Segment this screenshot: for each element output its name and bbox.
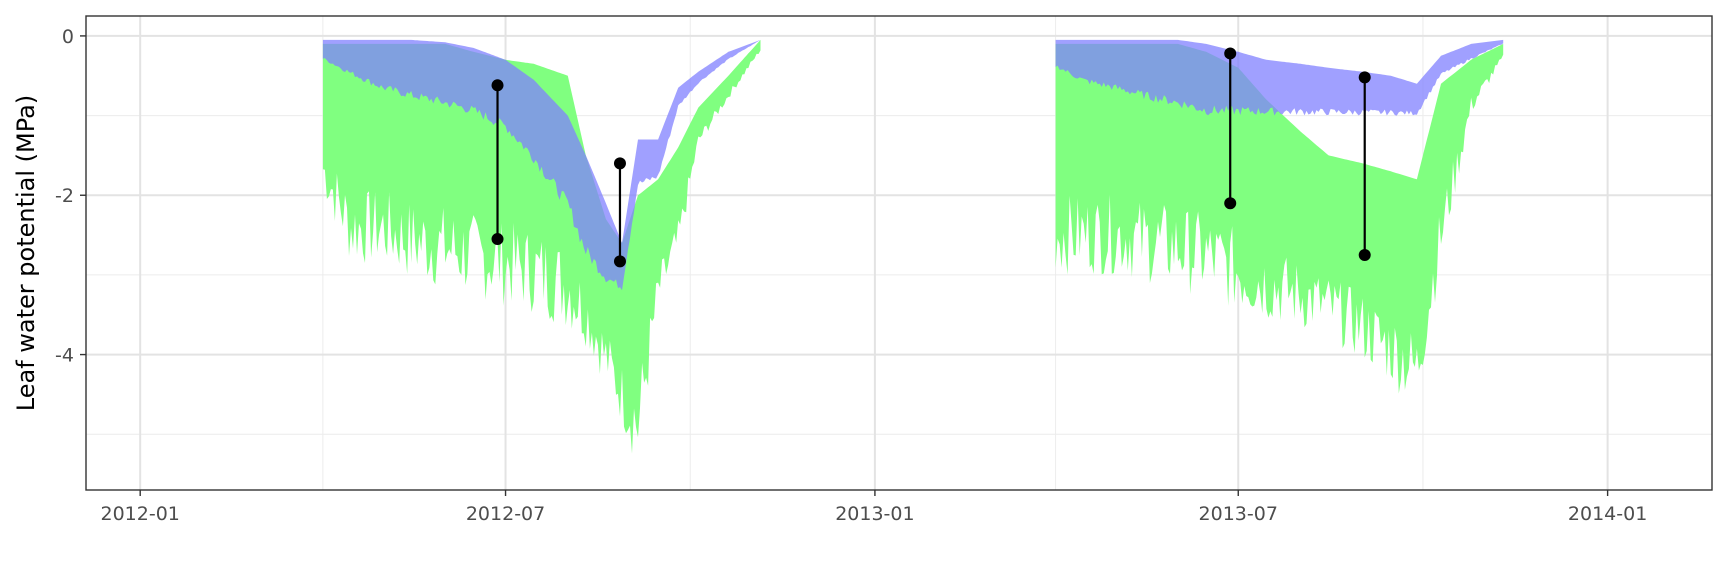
segment-point-bottom (1224, 197, 1237, 210)
blue-range-ribbon-2 (322, 39, 761, 291)
segment-point-bottom (613, 255, 626, 268)
measurement-segments (491, 47, 1371, 268)
y-tick-label: -4 (55, 345, 74, 367)
segment-point-top (1358, 71, 1371, 84)
x-tick-label: 2012-07 (466, 503, 545, 525)
segment-point-top (613, 157, 626, 170)
x-tick-label: 2013-07 (1199, 503, 1278, 525)
blue-range-ribbon-4 (1055, 39, 1504, 116)
y-axis: 0 -2 -4 (55, 26, 86, 367)
green-range-ribbon-1 (322, 39, 761, 454)
segment-point-bottom (1358, 248, 1371, 261)
series-layer (322, 39, 1504, 454)
segment-point-top (491, 79, 504, 92)
x-tick-label: 2014-01 (1568, 503, 1647, 525)
green-range-ribbon-3 (1055, 43, 1504, 394)
segment-point-bottom (491, 233, 504, 246)
y-tick-label: -2 (55, 185, 74, 207)
y-tick-label: 0 (62, 26, 74, 48)
panel-border (85, 15, 1713, 491)
x-axis: 2012-01 2012-07 2013-01 2013-07 2014-01 (101, 490, 1647, 525)
x-tick-label: 2012-01 (101, 503, 180, 525)
y-axis-title: Leaf water potential (MPa) (12, 95, 40, 411)
x-tick-label: 2013-01 (835, 503, 914, 525)
segment-point-top (1224, 47, 1237, 60)
